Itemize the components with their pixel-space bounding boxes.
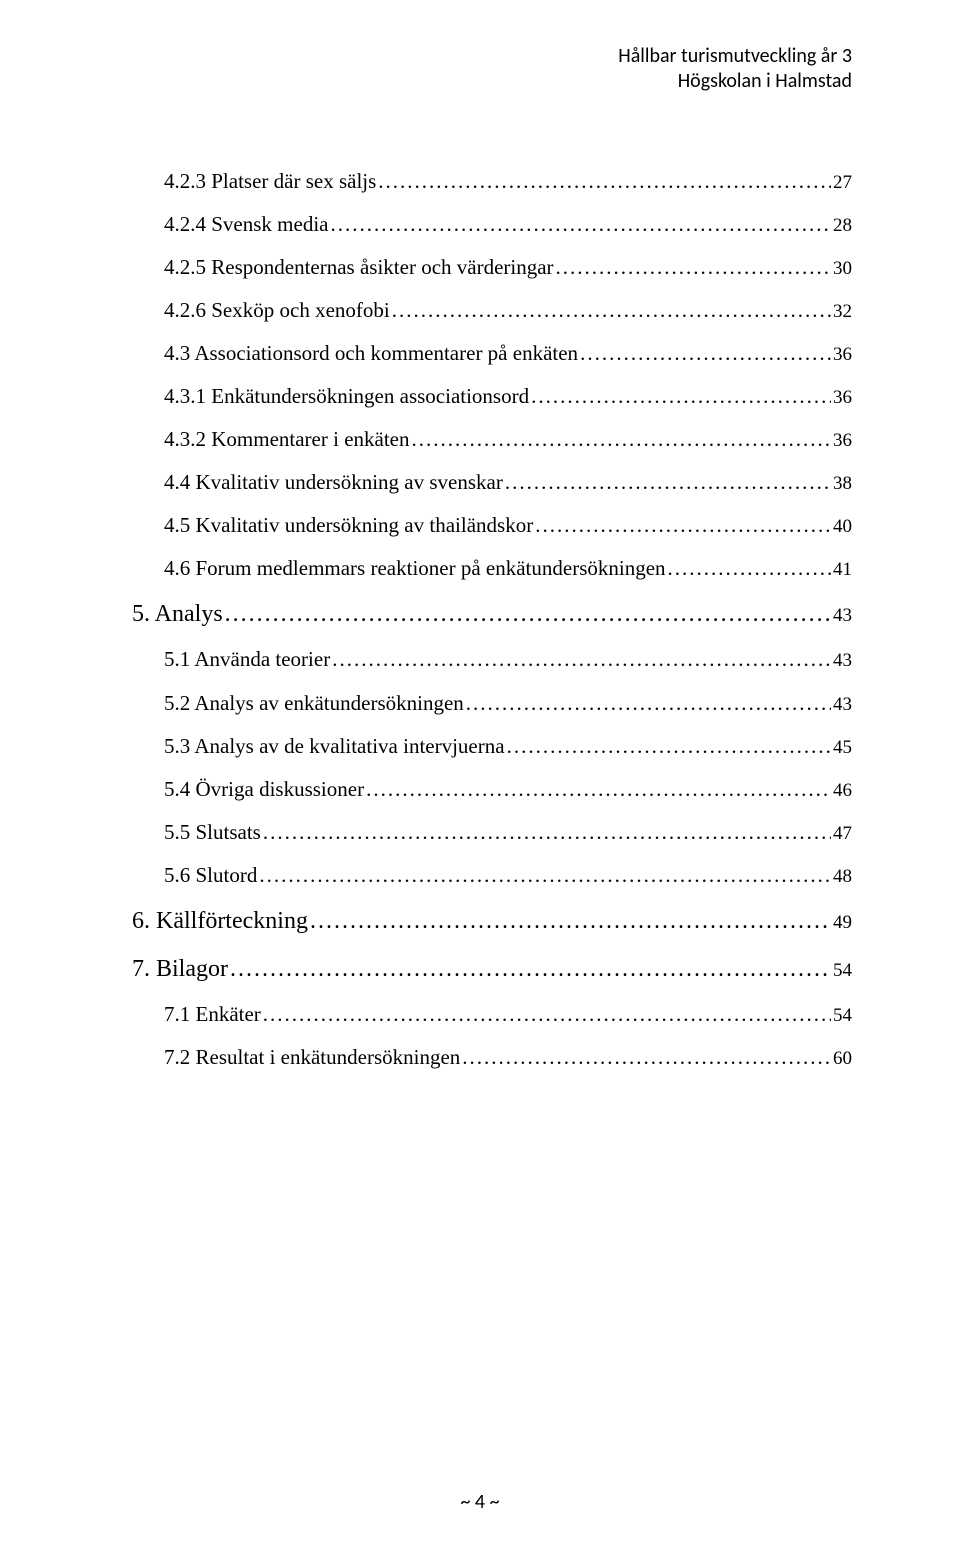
toc-entry: 5.6 Slutord 48 [132,854,852,897]
toc-leader [556,246,831,289]
toc-title: 4.2.3 Platser där sex säljs [164,160,378,203]
toc-title: 4.3.1 Enkätundersökningen associationsor… [164,375,531,418]
toc-page: 48 [831,858,852,897]
toc-entry: 4.5 Kvalitativ undersökning av thailänds… [132,504,852,547]
toc-entry: 5. Analys 43 [132,590,852,638]
toc-page: 36 [831,422,852,461]
toc-leader [259,854,831,897]
toc-title: 4.2.6 Sexköp och xenofobi [164,289,392,332]
toc-page: 43 [831,686,852,725]
toc-title: 4.4 Kvalitativ undersökning av svenskar [164,461,505,504]
toc-title: 4.2.4 Svensk media [164,203,330,246]
page-number: ~ 4 ~ [460,1490,499,1514]
toc-leader [580,332,831,375]
toc-page: 41 [831,551,852,590]
toc-entry: 7.2 Resultat i enkätundersökningen 60 [132,1036,852,1079]
toc-page: 27 [831,164,852,203]
toc-title: 5. Analys [132,590,225,638]
toc-leader [531,375,831,418]
toc-page: 28 [831,207,852,246]
toc-title: 6. Källförteckning [132,897,310,945]
toc-page: 45 [831,729,852,768]
toc-leader [230,945,831,993]
toc-title: 7.1 Enkäter [164,993,263,1036]
toc-title: 7.2 Resultat i enkätundersökningen [164,1036,462,1079]
toc-page: 60 [831,1040,852,1079]
toc-entry: 5.4 Övriga diskussioner 46 [132,768,852,811]
toc-title: 5.6 Slutord [164,854,259,897]
toc-leader [462,1036,831,1079]
toc-page: 43 [831,642,852,681]
toc-entry: 4.2.3 Platser där sex säljs 27 [132,160,852,203]
toc-entry: 5.2 Analys av enkätundersökningen 43 [132,682,852,725]
toc-entry: 6. Källförteckning 49 [132,897,852,945]
toc-title: 5.4 Övriga diskussioner [164,768,366,811]
toc-leader [330,203,831,246]
toc-title: 4.3.2 Kommentarer i enkäten [164,418,412,461]
toc-leader [392,289,831,332]
toc-page: 40 [831,508,852,547]
toc-page: 36 [831,379,852,418]
toc-entry: 7.1 Enkäter 54 [132,993,852,1036]
toc-page: 32 [831,293,852,332]
page-footer: ~ 4 ~ [0,1490,960,1514]
toc-entry: 4.2.5 Respondenternas åsikter och värder… [132,246,852,289]
toc-entry: 4.3.2 Kommentarer i enkäten 36 [132,418,852,461]
toc-leader [505,461,831,504]
toc-leader [535,504,831,547]
toc-leader [225,590,831,638]
toc-leader [412,418,832,461]
toc-entry: 4.3 Associationsord och kommentarer på e… [132,332,852,375]
toc-leader [263,993,831,1036]
toc-leader [263,811,831,854]
toc-title: 5.5 Slutsats [164,811,263,854]
toc-page: 49 [831,904,852,942]
toc-page: 43 [831,597,852,635]
toc-title: 5.2 Analys av enkätundersökningen [164,682,466,725]
table-of-contents: 4.2.3 Platser där sex säljs 27 4.2.4 Sve… [132,160,852,1079]
page: Hållbar turismutveckling år 3 Högskolan … [0,0,960,1564]
toc-page: 54 [831,997,852,1036]
toc-entry: 5.3 Analys av de kvalitativa intervjuern… [132,725,852,768]
toc-leader [466,682,831,725]
toc-entry: 4.3.1 Enkätundersökningen associationsor… [132,375,852,418]
header-line-2: Högskolan i Halmstad [618,69,852,94]
toc-title: 4.5 Kvalitativ undersökning av thailänds… [164,504,535,547]
toc-leader [668,547,831,590]
toc-leader [332,638,831,681]
header-line-1: Hållbar turismutveckling år 3 [618,44,852,69]
toc-entry: 5.5 Slutsats 47 [132,811,852,854]
toc-entry: 4.2.6 Sexköp och xenofobi 32 [132,289,852,332]
toc-page: 47 [831,815,852,854]
toc-leader [310,897,831,945]
toc-title: 4.2.5 Respondenternas åsikter och värder… [164,246,556,289]
toc-leader [366,768,831,811]
toc-entry: 5.1 Använda teorier 43 [132,638,852,681]
toc-title: 5.1 Använda teorier [164,638,332,681]
toc-title: 5.3 Analys av de kvalitativa intervjuern… [164,725,507,768]
toc-entry: 7. Bilagor 54 [132,945,852,993]
toc-entry: 4.2.4 Svensk media 28 [132,203,852,246]
toc-entry: 4.6 Forum medlemmars reaktioner på enkät… [132,547,852,590]
toc-leader [507,725,831,768]
toc-page: 46 [831,772,852,811]
toc-page: 38 [831,465,852,504]
toc-title: 4.3 Associationsord och kommentarer på e… [164,332,580,375]
toc-entry: 4.4 Kvalitativ undersökning av svenskar … [132,461,852,504]
toc-page: 54 [831,952,852,990]
toc-page: 36 [831,336,852,375]
toc-title: 7. Bilagor [132,945,230,993]
toc-page: 30 [831,250,852,289]
toc-title: 4.6 Forum medlemmars reaktioner på enkät… [164,547,668,590]
toc-leader [378,160,831,203]
page-header: Hållbar turismutveckling år 3 Högskolan … [618,44,852,94]
